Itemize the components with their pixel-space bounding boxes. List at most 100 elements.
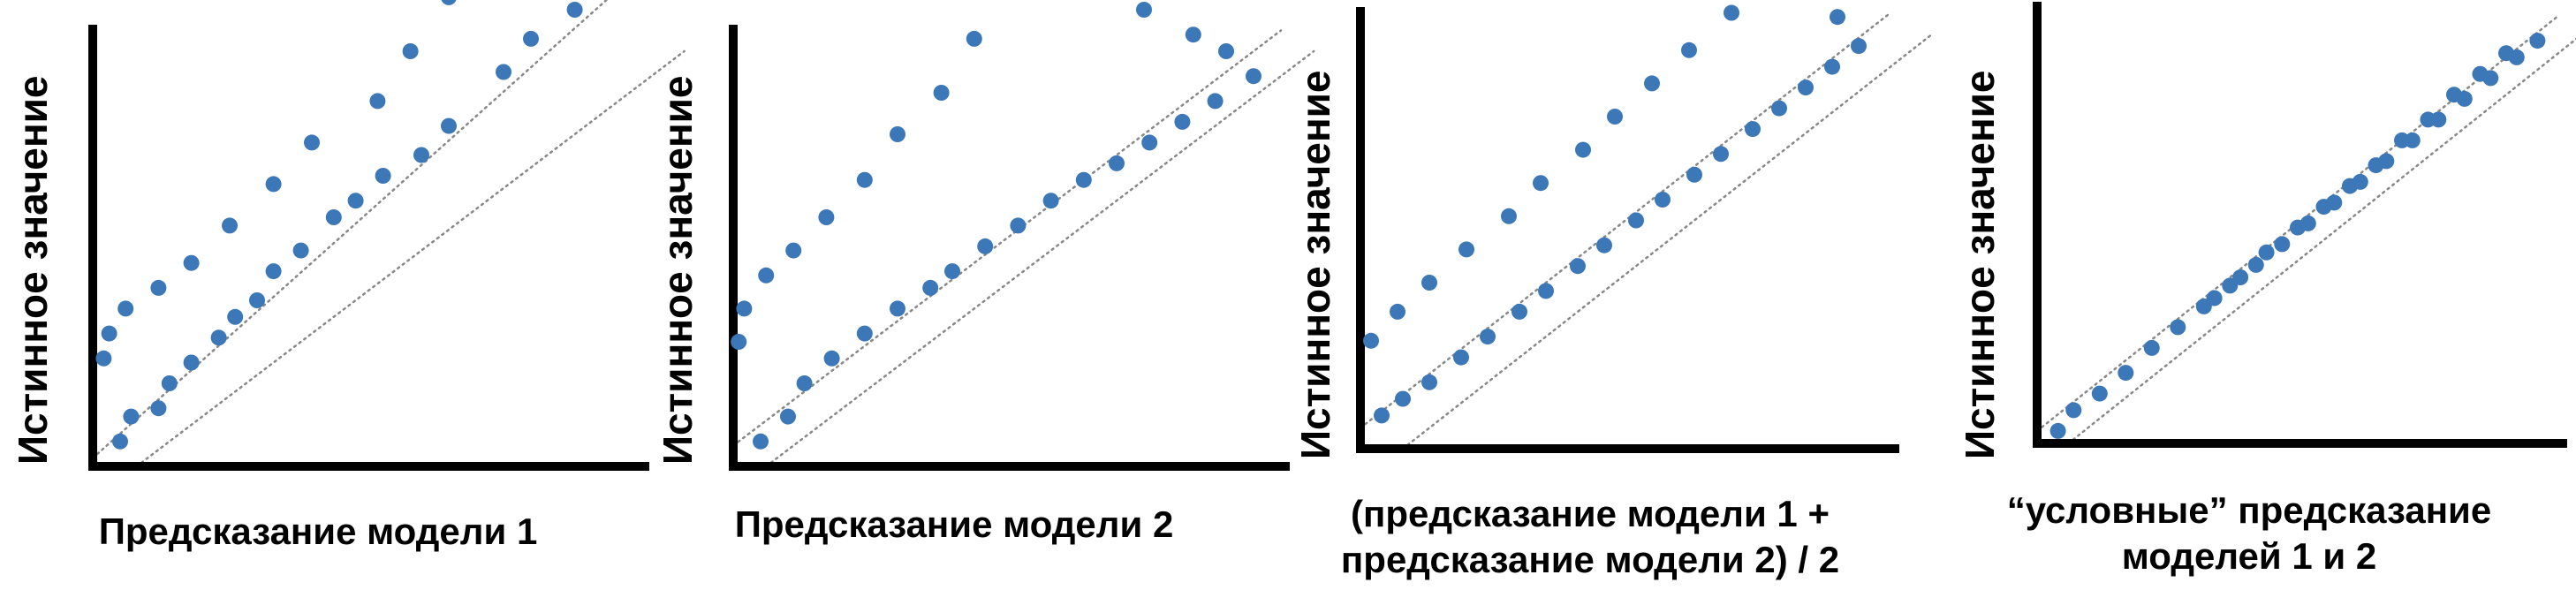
data-point — [161, 375, 178, 391]
data-point — [523, 30, 539, 47]
data-point — [1771, 100, 1787, 117]
data-point — [1136, 2, 1152, 18]
data-point — [2368, 157, 2384, 174]
data-point — [1141, 134, 1158, 151]
data-point — [1480, 329, 1496, 345]
data-point — [1798, 79, 1814, 96]
data-point — [1570, 258, 1586, 275]
data-point — [890, 126, 905, 142]
data-point — [1628, 212, 1644, 229]
scatter-panel-4: Истинное значение “условные” предсказани… — [1940, 0, 2576, 590]
data-point — [496, 64, 511, 80]
data-point — [1109, 155, 1125, 171]
band-line-1 — [1359, 11, 1892, 429]
y-axis-label: Истинное значение — [1957, 70, 2003, 459]
data-point — [856, 171, 873, 188]
data-point — [369, 93, 386, 110]
data-point — [1174, 113, 1191, 130]
data-point — [856, 325, 873, 342]
data-point — [2342, 178, 2358, 194]
data-point — [736, 300, 753, 317]
data-point — [265, 176, 282, 193]
data-point — [1075, 171, 1092, 188]
data-point — [2446, 87, 2462, 103]
data-point — [375, 168, 391, 184]
data-point — [1453, 349, 1469, 366]
data-point — [1607, 109, 1623, 125]
data-point — [292, 242, 309, 259]
band-line-2 — [764, 49, 1315, 468]
band-line-2 — [135, 49, 686, 468]
data-point — [2049, 422, 2066, 439]
data-point — [95, 350, 112, 367]
data-point — [1824, 58, 1840, 75]
data-point — [1246, 68, 1261, 85]
data-point — [2498, 45, 2514, 62]
data-point — [1538, 283, 1554, 299]
data-point — [2206, 290, 2223, 306]
data-point — [265, 263, 282, 280]
data-point — [2315, 199, 2332, 216]
data-point — [183, 354, 200, 371]
data-point — [1533, 175, 1549, 192]
data-point — [2232, 269, 2249, 285]
data-point — [1724, 4, 1739, 21]
data-point — [796, 375, 813, 391]
data-point — [2118, 365, 2134, 382]
scatter-panel-2: Истинное значение Предсказание модели 2 — [645, 0, 1315, 590]
data-point — [183, 254, 200, 271]
data-point — [413, 147, 429, 163]
data-point — [441, 117, 457, 134]
data-point — [2247, 256, 2264, 273]
data-point — [890, 300, 905, 317]
data-point — [123, 408, 140, 425]
data-point — [1010, 217, 1027, 234]
data-point — [1851, 38, 1867, 55]
x-axis-label: Предсказание модели 1 — [98, 511, 538, 552]
x-axis-label: Предсказание модели 2 — [734, 503, 1174, 545]
data-point — [977, 238, 994, 254]
band-line-1 — [731, 29, 1283, 447]
data-point — [1185, 26, 1201, 43]
scatter-plot-2 — [729, 2, 1315, 471]
scatter-plot-4 — [2033, 2, 2576, 448]
data-point — [1421, 374, 1437, 390]
data-point — [966, 30, 982, 47]
data-point — [823, 350, 840, 367]
data-point — [1644, 75, 1660, 92]
data-point — [441, 0, 457, 5]
scatter-plot-1 — [88, 0, 686, 471]
data-point — [101, 325, 117, 342]
data-point — [1042, 193, 1059, 209]
data-point — [1686, 166, 1702, 183]
y-axis-label: Истинное значение — [10, 75, 56, 465]
x-axis-label: (предсказание модели 1 + предсказание мо… — [1340, 493, 1840, 580]
data-point — [1596, 237, 1612, 253]
data-point — [1501, 208, 1517, 224]
data-point — [150, 400, 167, 417]
data-point — [2420, 111, 2436, 128]
data-point — [2065, 402, 2082, 419]
data-point — [249, 292, 265, 308]
data-point — [2258, 244, 2275, 261]
data-point — [227, 308, 244, 325]
scatter-plot-3 — [1356, 4, 1935, 453]
data-point — [304, 134, 320, 151]
data-point — [785, 242, 802, 259]
x-axis-label: “условные” предсказание моделей 1 и 2 — [2006, 489, 2492, 577]
data-point — [1374, 407, 1390, 424]
data-point — [402, 43, 419, 59]
data-point — [112, 433, 128, 450]
y-axis-label: Истинное значение — [655, 75, 701, 465]
data-point — [1830, 9, 1845, 26]
band-line-1 — [91, 0, 609, 459]
data-point — [818, 209, 835, 225]
data-point — [2091, 385, 2108, 402]
data-point — [1207, 93, 1224, 110]
data-point — [210, 329, 227, 346]
data-point — [1681, 42, 1697, 58]
scatter-panel-1: Истинное значение Предсказание модели 1 — [0, 0, 686, 590]
data-point — [1713, 146, 1729, 163]
data-point — [2472, 65, 2489, 82]
data-point — [2529, 33, 2546, 49]
